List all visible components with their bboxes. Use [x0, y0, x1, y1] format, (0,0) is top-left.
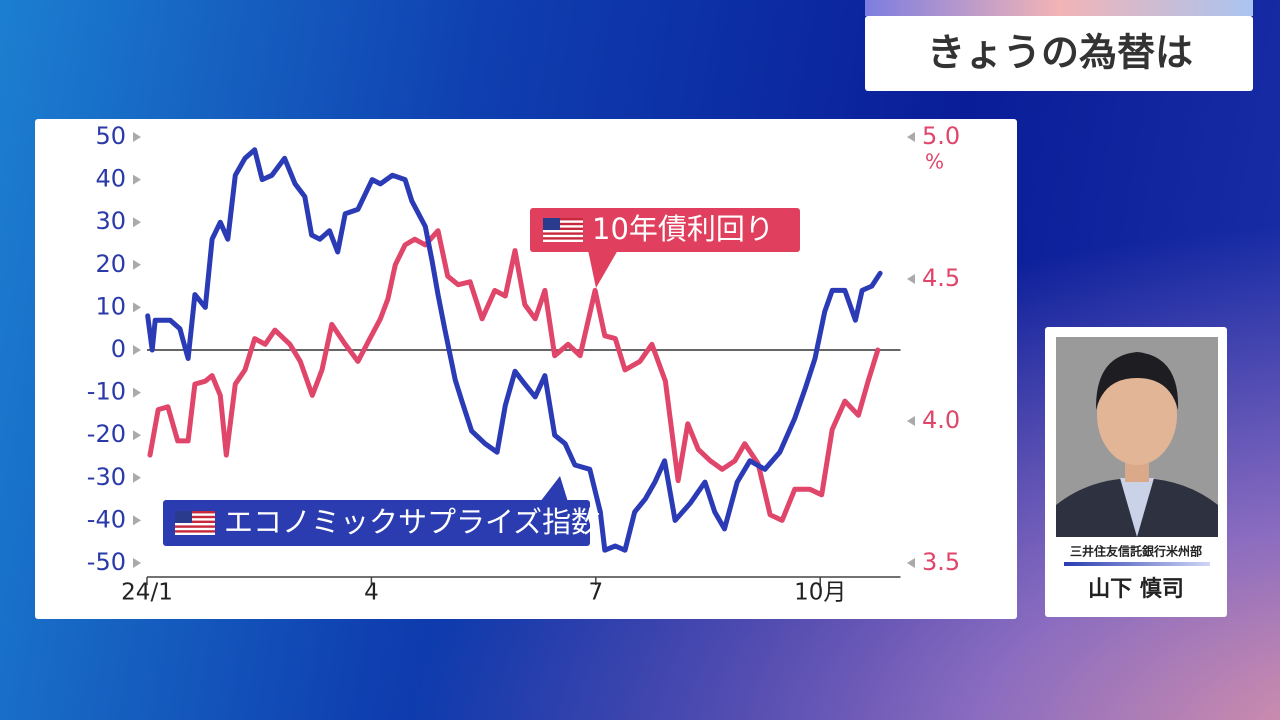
- x-tick-label: 7: [588, 580, 603, 606]
- y2-tick-label: 5.0: [922, 122, 960, 150]
- x-tick-label: 24/1: [121, 580, 173, 606]
- tick-mark: [133, 558, 141, 568]
- tick-mark: [907, 558, 915, 568]
- y-tick-label: -30: [87, 463, 126, 491]
- tick-mark: [133, 430, 141, 441]
- y-tick-label: -20: [87, 420, 126, 448]
- underline: [1064, 562, 1210, 566]
- person-name: 山下 慎司: [1088, 577, 1184, 602]
- y-tick-label: 0: [111, 335, 126, 363]
- y2-tick-label: 4.0: [922, 406, 960, 434]
- tick-mark: [907, 274, 915, 284]
- legend-blue: エコノミックサプライズ指数: [163, 476, 600, 546]
- y2-tick-label: 3.5: [922, 548, 960, 576]
- tick-mark: [133, 217, 141, 228]
- tick-mark: [133, 132, 141, 142]
- y-tick-label: 40: [95, 165, 126, 193]
- x-tick-label: 4: [364, 580, 379, 606]
- y-tick-label: 30: [95, 207, 126, 235]
- tick-mark: [907, 132, 915, 142]
- y-tick-label: 50: [95, 122, 126, 150]
- x-tick-label: 10月: [794, 580, 846, 606]
- affiliation: 三井住友信託銀行米州部: [1070, 544, 1202, 559]
- tick-mark: [907, 416, 915, 426]
- tick-mark: [133, 515, 141, 526]
- legend-red: 10年債利回り: [530, 208, 800, 288]
- header-box: [865, 16, 1253, 91]
- tick-mark: [133, 174, 141, 185]
- header-strip: [865, 0, 1253, 16]
- tick-mark: [133, 302, 141, 313]
- legend-label: エコノミックサプライズ指数: [224, 505, 600, 539]
- series-line: [147, 228, 881, 523]
- y-tick-label: -50: [87, 548, 126, 576]
- y-tick-label: 10: [95, 292, 126, 320]
- tick-mark: [133, 345, 141, 355]
- legend-label: 10年債利回り: [592, 212, 774, 246]
- y2-tick-label: 4.5: [922, 264, 960, 292]
- tick-mark: [133, 387, 141, 398]
- y-tick-label: 20: [95, 250, 126, 278]
- y2-unit: %: [925, 150, 944, 174]
- portrait: [1056, 337, 1218, 537]
- y-tick-label: -40: [87, 505, 126, 533]
- tick-mark: [133, 259, 141, 270]
- series-line: [145, 147, 883, 553]
- tick-mark: [133, 472, 141, 483]
- y-tick-label: -10: [87, 378, 126, 406]
- header-title: きょうの為替は: [927, 31, 1193, 75]
